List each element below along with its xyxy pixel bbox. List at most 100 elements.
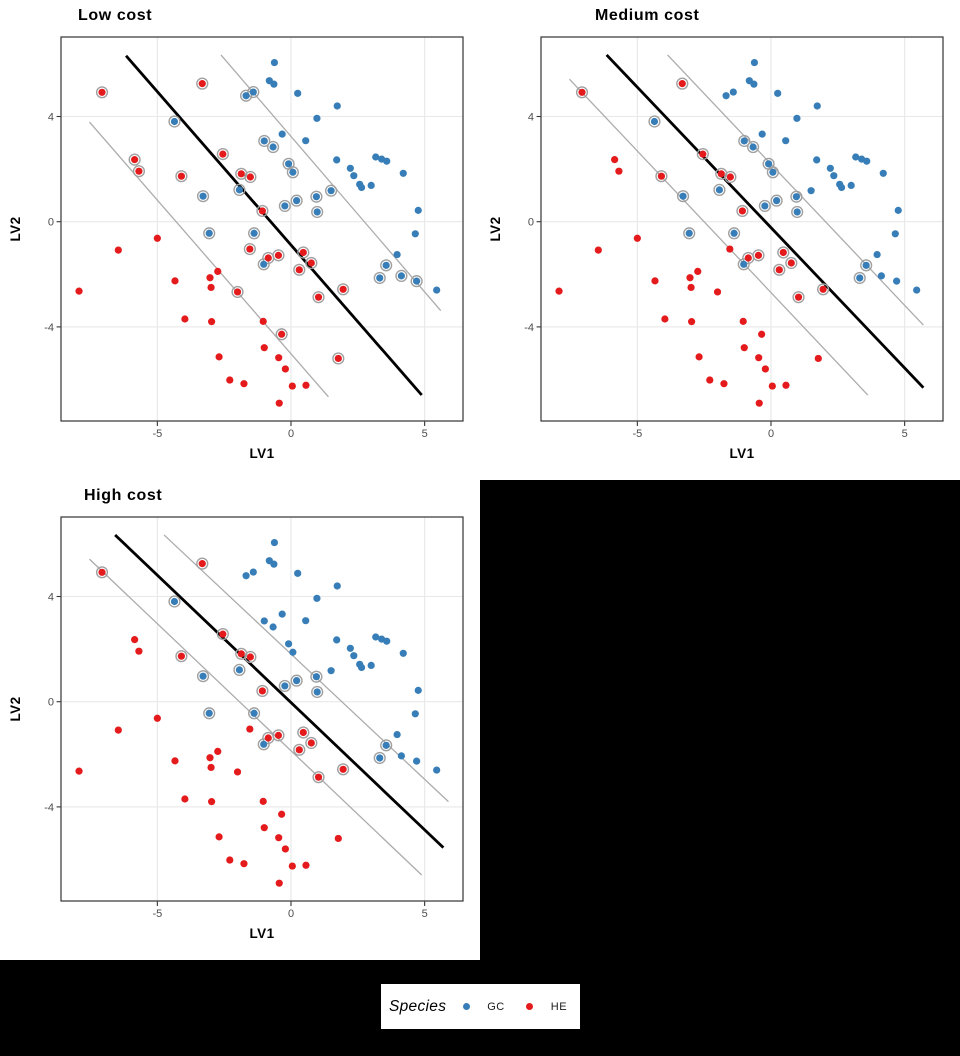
data-point-GC [729, 88, 737, 96]
data-point-GC [411, 710, 419, 718]
support-vector-ring [248, 227, 261, 240]
data-point-HE [214, 747, 222, 756]
data-point-HE [302, 381, 310, 389]
data-point-HE [339, 765, 347, 773]
data-point-HE [761, 365, 769, 373]
support-vector-ring [790, 190, 803, 203]
data-point-GC [205, 229, 213, 237]
data-point-HE [135, 647, 143, 655]
data-point-GC [414, 206, 422, 214]
support-vector-ring [196, 670, 210, 683]
support-vector-ring [275, 328, 288, 341]
data-point-GC [367, 661, 375, 670]
data-point-GC [399, 649, 407, 657]
support-vector-ring [373, 271, 386, 285]
data-point-GC [250, 709, 258, 717]
data-point-HE [215, 833, 223, 841]
data-point-GC [414, 686, 422, 694]
data-point-HE [177, 172, 186, 180]
support-vector-ring [724, 170, 737, 184]
data-point-HE [131, 636, 139, 644]
support-vector-ring [132, 165, 146, 178]
data-point-GC [278, 610, 286, 618]
support-vector-ring [713, 183, 726, 196]
data-point-HE [206, 754, 214, 762]
data-point-HE [651, 277, 659, 285]
data-point-GC [877, 272, 885, 280]
data-point-HE [181, 795, 189, 803]
data-point-GC [313, 594, 321, 602]
data-point-GC [847, 181, 855, 190]
legend-title: Species [389, 997, 447, 1015]
data-point-HE [755, 354, 763, 362]
data-point-HE [726, 245, 734, 253]
x-tick-label: 0 [288, 428, 294, 440]
support-vector-ring [297, 246, 310, 259]
data-point-HE [237, 170, 245, 178]
support-vector-ring [310, 670, 323, 683]
data-point-GC [281, 202, 289, 210]
data-point-GC [170, 597, 179, 606]
data-point-HE [706, 376, 714, 384]
data-point-GC [327, 667, 335, 675]
empty-quadrant [480, 480, 960, 960]
data-point-HE [275, 879, 283, 887]
data-point-HE [240, 380, 248, 388]
support-vector-ring [256, 204, 269, 218]
data-point-GC [893, 277, 901, 285]
data-point-GC [782, 137, 790, 145]
data-point-HE [661, 315, 669, 323]
support-vector-ring [752, 249, 765, 262]
data-point-HE [740, 344, 748, 352]
support-vector-ring [310, 190, 323, 203]
support-vector-ring [128, 153, 141, 166]
data-point-GC [730, 229, 738, 237]
data-point-HE [246, 653, 254, 661]
data-point-GC [383, 157, 391, 165]
data-point-GC [294, 89, 302, 97]
data-point-GC [758, 130, 766, 138]
data-point-HE [787, 259, 795, 267]
panel-title: Medium cost [595, 7, 699, 24]
data-point-HE [219, 150, 227, 158]
data-point-HE [237, 650, 245, 658]
data-point-GC [393, 730, 401, 739]
data-point-GC [350, 172, 358, 180]
data-point-GC [269, 623, 277, 631]
data-point-GC [773, 197, 781, 205]
data-point-HE [153, 234, 161, 242]
data-point-GC [313, 688, 321, 696]
data-point-GC [913, 286, 921, 294]
subplot-low-cost: -5 0 5 4 0 -4 LV1 LV2 Low cost [0, 0, 480, 480]
data-point-HE [181, 315, 189, 323]
data-point-GC [856, 274, 864, 282]
data-point-GC [346, 164, 354, 172]
support-vector-ring [175, 170, 188, 183]
y-tick-label: -4 [44, 322, 54, 334]
data-point-HE [699, 150, 707, 158]
data-point-HE [281, 845, 289, 853]
panel-border [540, 36, 944, 422]
support-vector-ring [817, 283, 830, 296]
x-tick-label: 0 [288, 908, 294, 920]
support-vector-ring [312, 771, 325, 784]
support-vector-ring [175, 650, 188, 663]
data-point-GC [293, 197, 301, 205]
data-point-HE [744, 254, 752, 262]
data-point-GC [346, 644, 354, 652]
data-point-HE [657, 172, 666, 180]
support-vector-ring [305, 736, 318, 750]
support-vector-ring [258, 134, 271, 148]
support-vector-ring [648, 115, 661, 128]
support-vector-ring [257, 738, 270, 751]
legend-label-he: HE [550, 1000, 568, 1013]
data-point-HE [275, 354, 283, 362]
support-vector-ring [278, 199, 291, 213]
data-point-GC [830, 172, 838, 180]
data-point-HE [758, 330, 766, 338]
legend-label-gc: GC [487, 1000, 505, 1013]
y-tick-label: 0 [48, 217, 54, 229]
data-point-GC [270, 80, 278, 88]
data-point-HE [555, 287, 563, 295]
